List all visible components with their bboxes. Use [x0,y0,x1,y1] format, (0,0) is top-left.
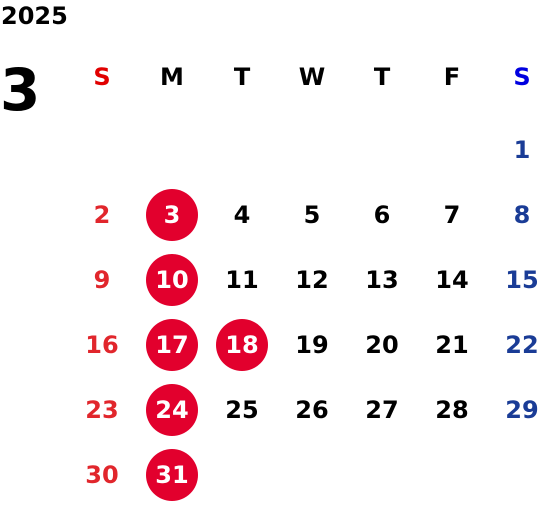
weekday-header: S M T W T F S [67,47,548,107]
day-number[interactable]: 22 [505,331,539,359]
weekday-monday: M [160,63,184,91]
day-cell[interactable]: 21 [417,315,487,375]
day-cell[interactable]: 8 [487,185,548,245]
day-number[interactable]: 7 [443,201,461,229]
day-cell[interactable]: 27 [347,380,417,440]
day-cell [347,445,417,505]
day-cell [487,445,548,505]
day-number[interactable]: 1 [513,136,531,164]
day-cell [137,120,207,180]
day-number[interactable]: 13 [365,266,399,294]
day-cell[interactable]: 18 [207,315,277,375]
day-cell[interactable]: 7 [417,185,487,245]
day-cell [207,120,277,180]
day-cell[interactable]: 9 [67,250,137,310]
highlighted-day[interactable]: 31 [146,449,198,501]
day-cell[interactable]: 31 [137,445,207,505]
highlighted-day[interactable]: 10 [146,254,198,306]
day-cell [417,120,487,180]
day-number[interactable]: 11 [225,266,259,294]
day-cell[interactable]: 20 [347,315,417,375]
day-cell[interactable]: 15 [487,250,548,310]
day-cell [417,445,487,505]
day-number[interactable]: 9 [93,266,111,294]
weekday-friday: F [443,63,461,91]
day-cell[interactable]: 13 [347,250,417,310]
day-number[interactable]: 26 [295,396,329,424]
day-cell[interactable]: 19 [277,315,347,375]
day-cell[interactable]: 2 [67,185,137,245]
day-number[interactable]: 6 [373,201,391,229]
day-number[interactable]: 12 [295,266,329,294]
day-cell[interactable]: 24 [137,380,207,440]
day-cell[interactable]: 30 [67,445,137,505]
day-cell [347,120,417,180]
day-number[interactable]: 21 [435,331,469,359]
day-number[interactable]: 5 [303,201,321,229]
day-cell[interactable]: 26 [277,380,347,440]
day-number[interactable]: 16 [85,331,119,359]
day-cell[interactable]: 28 [417,380,487,440]
weekday-tuesday: T [233,63,251,91]
highlighted-day[interactable]: 18 [216,319,268,371]
week-row: 1 [67,120,548,180]
day-cell[interactable]: 14 [417,250,487,310]
day-cell [67,120,137,180]
day-number[interactable]: 8 [513,201,531,229]
day-cell [207,445,277,505]
day-cell[interactable]: 11 [207,250,277,310]
day-cell[interactable]: 5 [277,185,347,245]
day-cell [277,120,347,180]
day-cell[interactable]: 22 [487,315,548,375]
day-number[interactable]: 15 [505,266,539,294]
day-number[interactable]: 4 [233,201,251,229]
day-number[interactable]: 27 [365,396,399,424]
day-cell[interactable]: 6 [347,185,417,245]
week-row: 2 3 4 5 6 7 8 [67,185,548,245]
highlighted-day[interactable]: 3 [146,189,198,241]
day-number[interactable]: 14 [435,266,469,294]
week-row: 9 10 11 12 13 14 15 [67,250,548,310]
day-number[interactable]: 29 [505,396,539,424]
day-cell[interactable]: 29 [487,380,548,440]
weekday-sunday: S [93,63,111,91]
day-cell[interactable]: 12 [277,250,347,310]
day-cell [277,445,347,505]
day-number[interactable]: 2 [93,201,111,229]
week-row: 23 24 25 26 27 28 29 [67,380,548,440]
day-cell[interactable]: 4 [207,185,277,245]
day-cell[interactable]: 17 [137,315,207,375]
weekday-thursday: T [373,63,391,91]
day-cell[interactable]: 3 [137,185,207,245]
day-number[interactable]: 20 [365,331,399,359]
day-cell[interactable]: 10 [137,250,207,310]
weekday-saturday: S [513,63,531,91]
day-number[interactable]: 28 [435,396,469,424]
day-number[interactable]: 25 [225,396,259,424]
day-number[interactable]: 19 [295,331,329,359]
day-number[interactable]: 23 [85,396,119,424]
day-cell[interactable]: 1 [487,120,548,180]
highlighted-day[interactable]: 24 [146,384,198,436]
week-row: 30 31 [67,445,548,505]
month-label: 3 [0,56,41,124]
highlighted-day[interactable]: 17 [146,319,198,371]
day-cell[interactable]: 23 [67,380,137,440]
week-row: 16 17 18 19 20 21 22 [67,315,548,375]
day-number[interactable]: 30 [85,461,119,489]
day-cell[interactable]: 25 [207,380,277,440]
weekday-wednesday: W [298,63,326,91]
day-cell[interactable]: 16 [67,315,137,375]
year-label: 2025 [1,2,68,30]
